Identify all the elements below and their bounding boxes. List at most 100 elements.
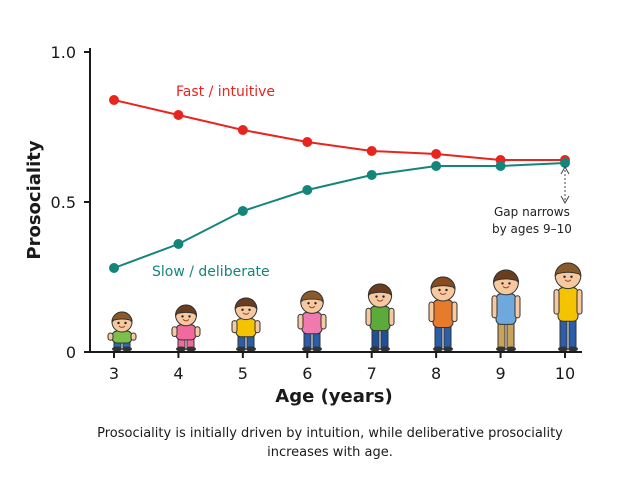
data-point-slow — [302, 185, 313, 195]
child-smile — [118, 325, 126, 328]
caption-line-1: Prosociality is initially driven by intu… — [97, 426, 563, 441]
data-point-fast — [173, 110, 184, 120]
child-eye — [445, 288, 448, 292]
child-hair — [554, 262, 582, 278]
data-point-slow — [366, 170, 377, 180]
series-line-fast — [113, 99, 565, 161]
child-body — [557, 287, 579, 322]
child-eye — [117, 321, 120, 325]
child-shoe — [246, 346, 256, 352]
child-leg — [506, 320, 515, 350]
child-arm — [194, 326, 201, 337]
y-axis-title: Prosociality — [24, 140, 45, 259]
gap-arrow-head-top — [560, 165, 570, 175]
child-smile — [242, 312, 250, 315]
child-arm — [297, 313, 304, 330]
child-leg — [559, 317, 568, 350]
child-eye — [508, 282, 511, 285]
child-figure — [297, 290, 327, 352]
child-shoe — [370, 346, 380, 352]
child-smile — [564, 279, 572, 282]
child-shoe — [302, 346, 312, 352]
x-tick-label: 8 — [431, 364, 441, 383]
child-arm — [576, 289, 583, 315]
gap-arrow-head-bottom — [560, 195, 570, 205]
child-figure — [365, 283, 395, 352]
gap-annotation: Gap narrows by ages 9–10 — [492, 165, 572, 236]
data-point-fast — [302, 137, 313, 147]
child-eye — [124, 321, 127, 325]
children-illustration — [107, 262, 583, 352]
series-label-fast: Fast / intuitive — [176, 84, 275, 100]
child-eye — [438, 288, 441, 292]
child-arm — [365, 307, 372, 326]
child-shoe — [312, 346, 322, 352]
y-tick-label: 0 — [66, 343, 76, 362]
x-tick-label: 5 — [238, 364, 248, 383]
child-eye — [375, 295, 378, 298]
x-ticks: 3 4 5 6 7 8 9 10 — [109, 352, 575, 383]
child-figure — [171, 304, 201, 352]
child-eye — [241, 308, 244, 311]
child-smile — [502, 286, 510, 289]
y-ticks: 0 0.5 1.0 — [51, 43, 90, 362]
child-smile — [308, 305, 316, 309]
child-arm — [171, 326, 178, 337]
child-eye — [248, 308, 251, 311]
figure-caption: Prosociality is initially driven by intu… — [60, 424, 600, 462]
data-point-slow — [109, 263, 119, 273]
data-point-fast — [366, 146, 377, 156]
child-hair — [175, 304, 197, 317]
child-shoe — [568, 346, 578, 352]
caption-line-2: increases with age. — [267, 445, 393, 460]
child-figure — [428, 276, 458, 352]
child-shoe — [112, 346, 122, 352]
child-arm — [428, 301, 435, 323]
child-arm — [107, 332, 114, 341]
series-line-slow — [113, 162, 566, 269]
x-tick-label: 6 — [302, 364, 312, 383]
child-eye — [314, 302, 317, 305]
child-hair — [430, 276, 456, 291]
child-eye — [382, 295, 385, 298]
child-arm — [130, 332, 137, 341]
child-eye — [563, 275, 566, 278]
child-hair — [367, 283, 393, 297]
child-hair — [300, 290, 324, 304]
series-layer — [109, 95, 570, 273]
child-leg — [497, 320, 506, 350]
x-tick-label: 7 — [367, 364, 377, 383]
data-point-fast — [431, 149, 442, 159]
child-eye — [307, 302, 310, 305]
child-arm — [388, 307, 395, 326]
child-shoe — [506, 346, 516, 352]
data-point-slow — [237, 206, 248, 216]
data-point-fast — [109, 95, 119, 105]
child-smile — [376, 299, 384, 302]
child-smile — [182, 319, 190, 322]
child-leg — [443, 324, 452, 350]
child-eye — [501, 282, 504, 285]
child-smile — [439, 292, 447, 295]
x-tick-label: 10 — [555, 364, 575, 383]
child-body — [432, 299, 454, 328]
child-eye — [570, 275, 573, 278]
child-shoe — [186, 346, 196, 352]
child-shoe — [176, 346, 186, 352]
x-tick-label: 9 — [495, 364, 505, 383]
child-hair — [111, 311, 133, 324]
data-point-slow — [560, 158, 570, 168]
child-shoe — [380, 346, 390, 352]
child-body — [301, 311, 323, 335]
child-shoe — [496, 346, 506, 352]
child-body — [175, 324, 197, 341]
child-body — [369, 305, 391, 332]
child-shoe — [443, 346, 453, 352]
child-body — [111, 330, 133, 344]
child-eye — [181, 315, 184, 318]
child-figure — [107, 311, 137, 352]
child-arm — [451, 301, 458, 323]
data-point-slow — [173, 239, 184, 249]
child-arm — [320, 313, 327, 330]
